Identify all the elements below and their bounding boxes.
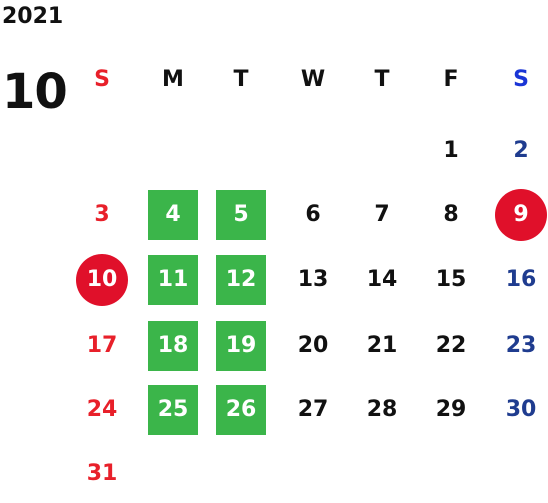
weekday-header-tue: T bbox=[233, 67, 249, 92]
calendar-day[interactable]: 24 bbox=[86, 397, 118, 422]
weekday-header-mon: M bbox=[162, 67, 184, 92]
calendar-day[interactable]: 14 bbox=[366, 267, 398, 292]
calendar-day[interactable]: 6 bbox=[305, 202, 321, 227]
calendar-day[interactable]: 28 bbox=[366, 397, 398, 422]
calendar-day[interactable]: 15 bbox=[435, 267, 467, 292]
month-label: 10 bbox=[2, 64, 68, 120]
calendar-day[interactable]: 8 bbox=[443, 202, 459, 227]
year-label: 2021 bbox=[2, 4, 64, 29]
weekday-header-sun: S bbox=[94, 67, 110, 92]
calendar-day-highlighted[interactable]: 18 bbox=[148, 321, 198, 371]
calendar-day-highlighted[interactable]: 25 bbox=[148, 385, 198, 435]
weekday-header-sat: S bbox=[513, 67, 529, 92]
calendar-day[interactable]: 27 bbox=[297, 397, 329, 422]
calendar-day-highlighted[interactable]: 12 bbox=[216, 255, 266, 305]
calendar-day[interactable]: 2 bbox=[513, 138, 529, 163]
calendar-day[interactable]: 3 bbox=[94, 202, 110, 227]
weekday-header-thu: T bbox=[374, 67, 390, 92]
calendar-day[interactable]: 20 bbox=[297, 333, 329, 358]
calendar-day[interactable]: 30 bbox=[505, 397, 537, 422]
calendar-day[interactable]: 13 bbox=[297, 267, 329, 292]
calendar-day[interactable]: 16 bbox=[505, 267, 537, 292]
calendar-day[interactable]: 29 bbox=[435, 397, 467, 422]
calendar-day[interactable]: 21 bbox=[366, 333, 398, 358]
calendar-day-highlighted[interactable]: 19 bbox=[216, 321, 266, 371]
calendar-day[interactable]: 7 bbox=[374, 202, 390, 227]
calendar-day[interactable]: 23 bbox=[505, 333, 537, 358]
calendar-day-highlighted[interactable]: 26 bbox=[216, 385, 266, 435]
calendar-day[interactable]: 1 bbox=[443, 138, 459, 163]
calendar-day-highlighted[interactable]: 4 bbox=[148, 190, 198, 240]
calendar-day-highlighted[interactable]: 11 bbox=[148, 255, 198, 305]
weekday-header-fri: F bbox=[443, 67, 459, 92]
weekday-header-wed: W bbox=[300, 67, 326, 92]
calendar-day[interactable]: 31 bbox=[86, 461, 118, 486]
calendar-day[interactable]: 17 bbox=[86, 333, 118, 358]
calendar-day-circled[interactable]: 10 bbox=[76, 254, 128, 306]
calendar-day-highlighted[interactable]: 5 bbox=[216, 190, 266, 240]
calendar-day-circled[interactable]: 9 bbox=[495, 189, 547, 241]
calendar-day[interactable]: 22 bbox=[435, 333, 467, 358]
